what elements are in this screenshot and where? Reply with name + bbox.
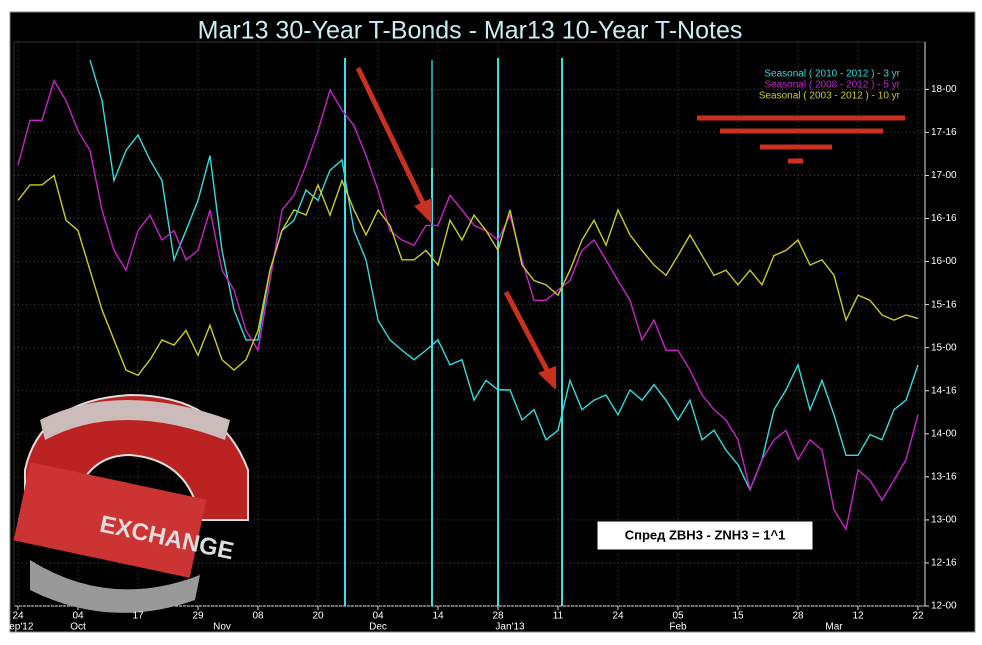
y-tick-label: 17-00: [931, 170, 957, 181]
y-tick-label: 18-00: [931, 84, 957, 95]
y-tick-label: 16-00: [931, 256, 957, 267]
x-tick-label: 14: [432, 611, 444, 622]
x-month-label: Nov: [213, 622, 231, 633]
y-tick-label: 13-16: [931, 471, 957, 482]
x-month-label: Feb: [669, 622, 687, 633]
x-tick-label: 08: [252, 611, 264, 622]
page: Mar13 30-Year T-Bonds - Mar13 10-Year T-…: [0, 0, 982, 640]
annotation: Спред ZBH3 - ZNH3 = 1^1: [625, 527, 786, 542]
x-tick-label: 11: [553, 611, 564, 622]
x-month-label: Oct: [70, 622, 86, 633]
legend-entry: Seasonal ( 2003 - 2012 ) - 10 yr: [759, 91, 901, 102]
x-month-label: Jan'13: [495, 622, 525, 633]
x-tick-label: 29: [192, 611, 204, 622]
x-tick-label: 22: [912, 611, 924, 622]
x-month-label: Dec: [369, 622, 387, 633]
legend-entry: Seasonal ( 2010 - 2012 ) - 3 yr: [764, 69, 900, 80]
x-tick-label: 04: [372, 611, 384, 622]
chart: Mar13 30-Year T-Bonds - Mar13 10-Year T-…: [0, 0, 982, 640]
y-tick-label: 16-16: [931, 213, 957, 224]
y-tick-label: 17-16: [931, 127, 957, 138]
y-tick-label: 15-16: [931, 299, 957, 310]
chart-title: Mar13 30-Year T-Bonds - Mar13 10-Year T-…: [198, 17, 743, 45]
x-tick-label: 20: [312, 611, 324, 622]
x-tick-label: 24: [612, 611, 624, 622]
y-tick-label: 12-16: [931, 558, 957, 569]
x-tick-label: 28: [492, 611, 504, 622]
x-tick-label: 04: [72, 611, 84, 622]
x-tick-label: 24: [12, 611, 24, 622]
y-tick-label: 14-00: [931, 428, 957, 439]
legend: Seasonal ( 2010 - 2012 ) - 3 yrSeasonal …: [759, 69, 901, 102]
x-tick-label: 15: [732, 611, 744, 622]
y-tick-label: 14-16: [931, 385, 957, 396]
x-tick-label: 05: [672, 611, 684, 622]
x-month-label: Sep'12: [3, 622, 34, 633]
x-tick-label: 28: [792, 611, 804, 622]
y-tick-label: 13-00: [931, 515, 957, 526]
y-tick-label: 12-00: [931, 601, 957, 612]
x-tick-label: 12: [852, 611, 864, 622]
legend-entry: Seasonal ( 2008 - 2012 ) - 5 yr: [764, 80, 900, 91]
y-tick-label: 15-00: [931, 342, 957, 353]
x-tick-label: 17: [132, 611, 144, 622]
x-month-label: Mar: [825, 622, 843, 633]
